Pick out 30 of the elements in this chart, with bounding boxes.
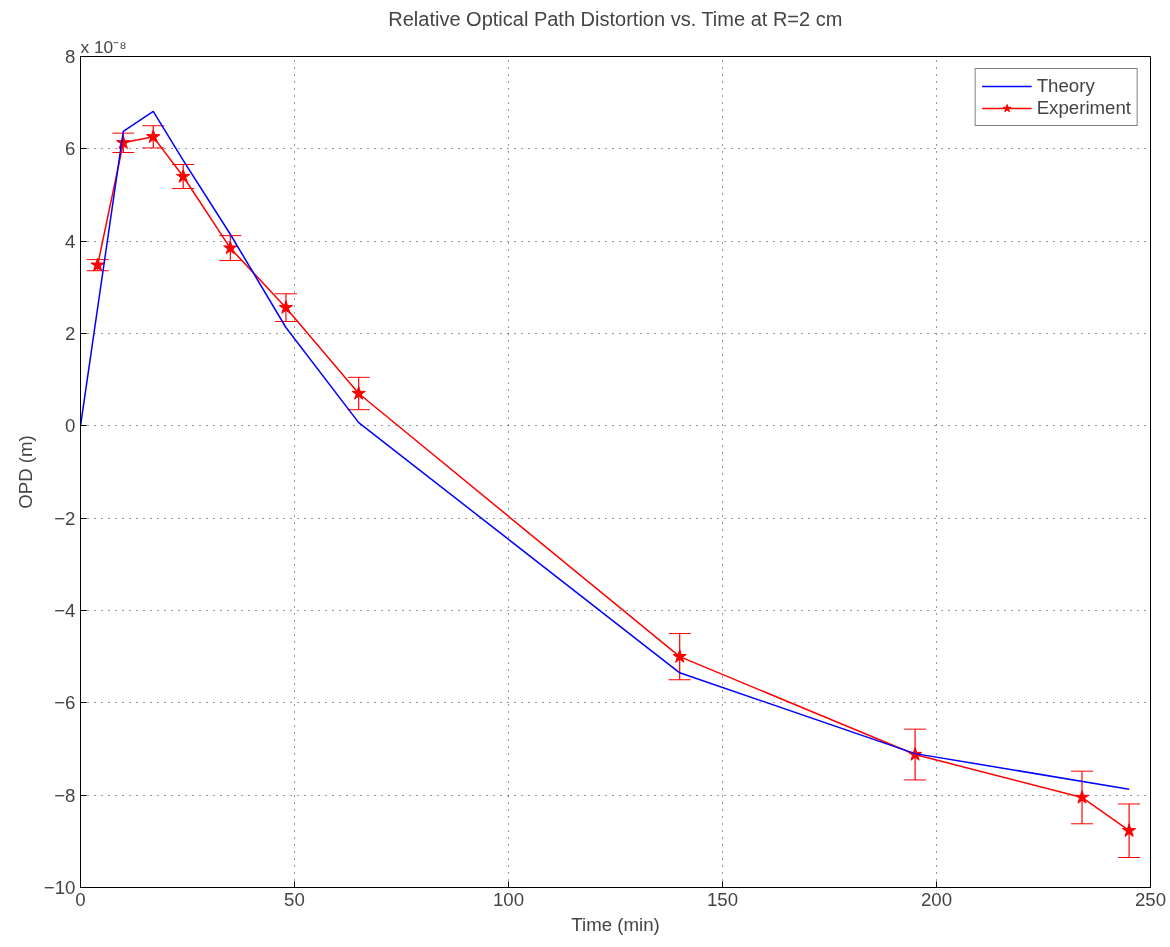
legend-label: Experiment: [1036, 97, 1131, 119]
x-tick-label: 150: [706, 888, 739, 910]
chart-title: Relative Optical Path Distortion vs. Time at R=2 cm: [388, 7, 843, 30]
y-tick-label: −8: [54, 784, 76, 806]
y-tick-label: 0: [65, 415, 76, 437]
x-tick-label: 100: [492, 888, 525, 910]
y-tick-label: −2: [54, 507, 76, 529]
y-tick-label: 6: [65, 138, 76, 160]
y-tick-label: 4: [65, 230, 76, 252]
point: [223, 240, 238, 255]
point: [176, 169, 191, 183]
point: [1121, 823, 1137, 837]
x-tick-label: 50: [284, 888, 305, 910]
y-tick-label: −10: [43, 877, 76, 898]
point: [146, 129, 161, 143]
x-tick-label: 250: [1134, 888, 1167, 910]
point: [1074, 789, 1090, 804]
x-axis-title: Time (min): [571, 913, 660, 935]
y-tick-label: −4: [54, 600, 76, 621]
point: [278, 300, 294, 314]
x-tick-label: 200: [920, 888, 953, 910]
point: [90, 257, 105, 272]
y-tick-label: −6: [54, 692, 76, 714]
y-tick-label: 2: [65, 323, 76, 344]
legend-label: Theory: [1036, 75, 1095, 97]
y-axis-title: OPD (m): [14, 435, 36, 509]
annotation: x 10⁻⁸: [80, 36, 127, 57]
point: [672, 649, 687, 663]
point: [351, 386, 366, 400]
y-tick-label: 8: [65, 46, 76, 67]
